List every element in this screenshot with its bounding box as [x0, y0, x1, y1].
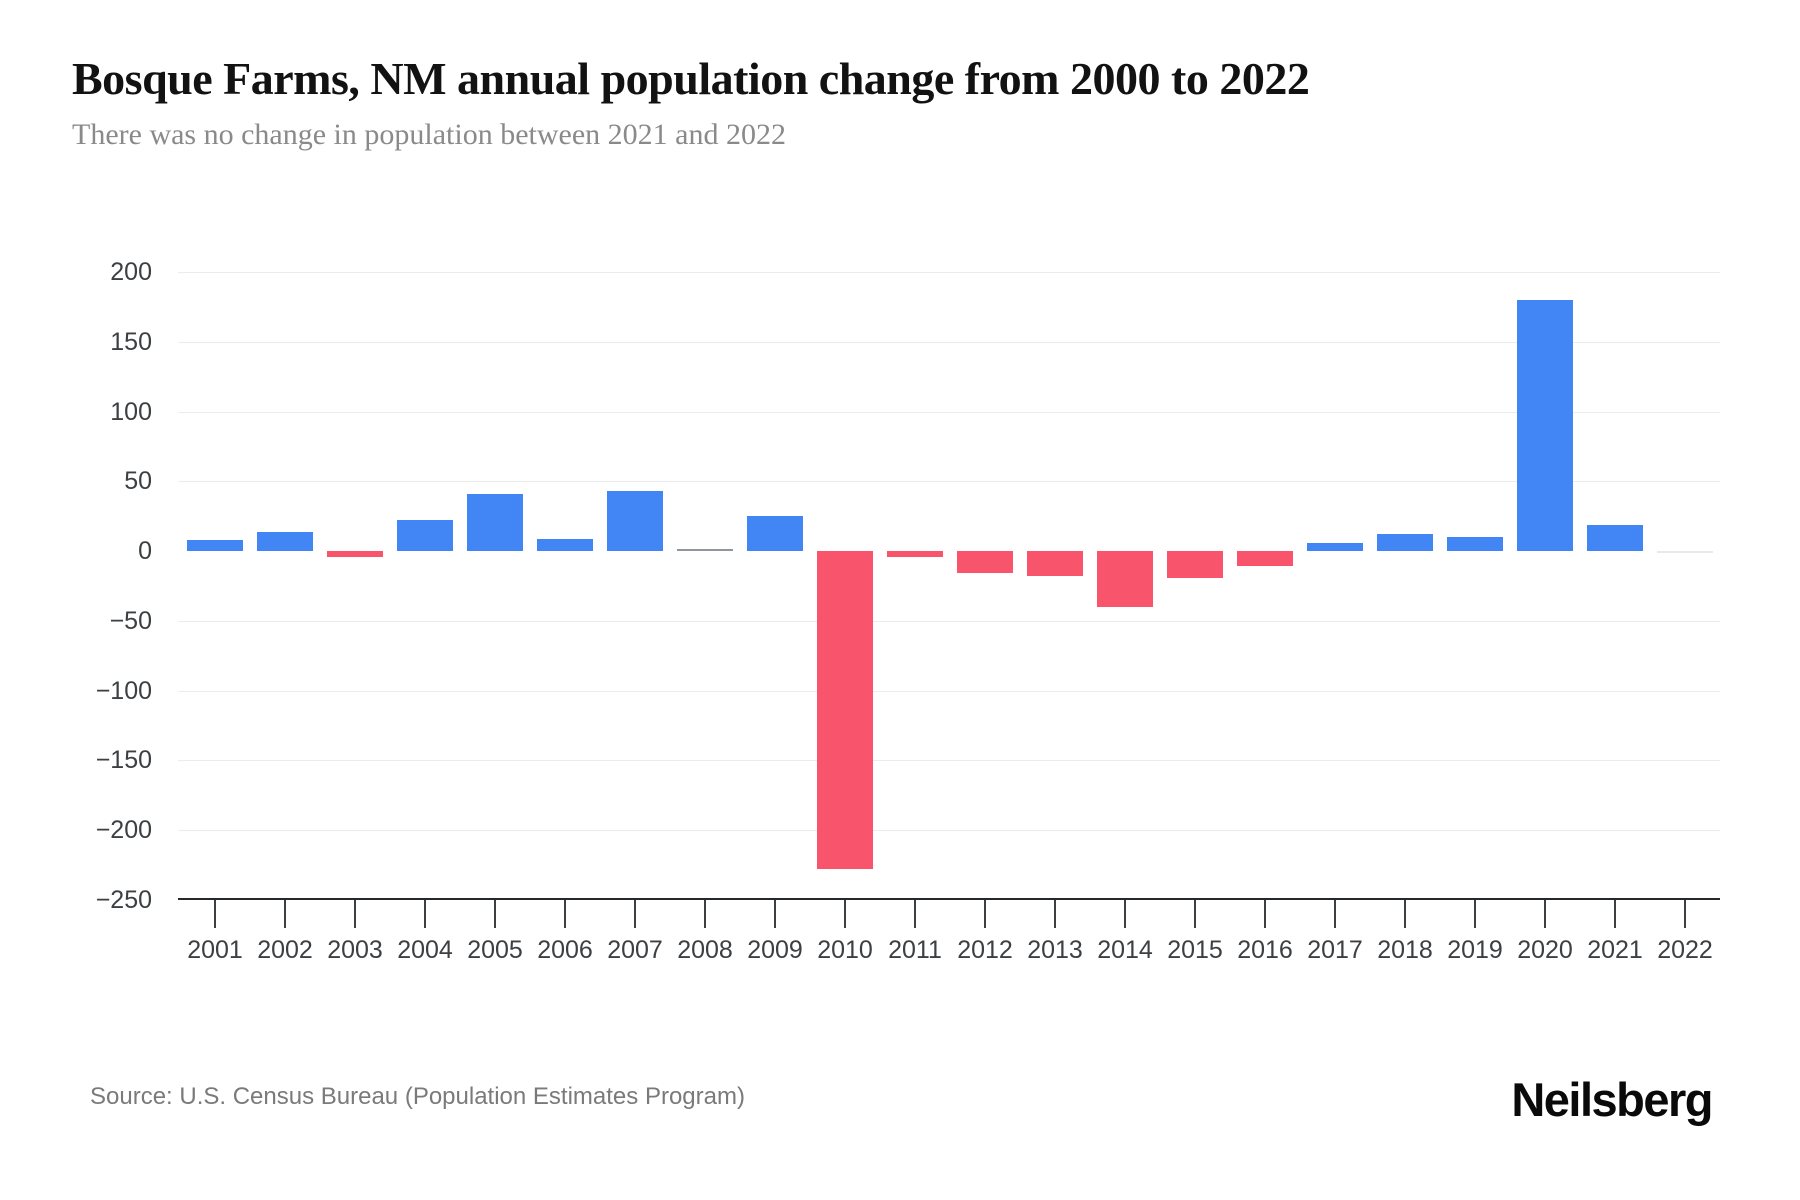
x-tick-2010 [844, 900, 846, 928]
bar-2009[interactable] [747, 516, 803, 552]
x-axis-line [178, 898, 1720, 900]
x-axis-label-2004: 2004 [397, 936, 453, 964]
x-tick-2021 [1614, 900, 1616, 928]
x-tick-2011 [914, 900, 916, 928]
y-axis-label-100: 100 [110, 397, 152, 426]
gridline-50 [178, 481, 1720, 483]
gridline-150 [178, 341, 1720, 343]
bar-2008[interactable] [677, 549, 733, 552]
y-axis-label--100: −100 [95, 676, 152, 705]
x-axis-label-2006: 2006 [537, 936, 593, 964]
bar-2018[interactable] [1377, 534, 1433, 552]
gridline--200 [178, 830, 1720, 832]
x-axis-label-2002: 2002 [257, 936, 313, 964]
x-tick-2013 [1054, 900, 1056, 928]
x-tick-2003 [354, 900, 356, 928]
bar-2002[interactable] [257, 531, 313, 552]
bar-2010[interactable] [817, 551, 873, 870]
bar-2001[interactable] [187, 539, 243, 552]
x-axis-label-2015: 2015 [1167, 936, 1223, 964]
gridline--100 [178, 690, 1720, 692]
bar-2013[interactable] [1027, 551, 1083, 577]
x-tick-2001 [214, 900, 216, 928]
x-axis-label-2005: 2005 [467, 936, 523, 964]
page-title: Bosque Farms, NM annual population chang… [72, 53, 1310, 104]
x-tick-2009 [774, 900, 776, 928]
x-axis-label-2019: 2019 [1447, 936, 1503, 964]
x-axis-label-2014: 2014 [1097, 936, 1153, 964]
bar-2004[interactable] [397, 520, 453, 552]
x-tick-2006 [564, 900, 566, 928]
source-note: Source: U.S. Census Bureau (Population E… [90, 1083, 745, 1110]
bar-2003[interactable] [327, 551, 383, 557]
gridline-100 [178, 411, 1720, 413]
bar-2016[interactable] [1237, 551, 1293, 567]
x-axis-label-2007: 2007 [607, 936, 663, 964]
bar-2014[interactable] [1097, 551, 1153, 607]
brand-logo: Neilsberg [1511, 1073, 1713, 1126]
plot-area [178, 230, 1720, 900]
x-tick-2020 [1544, 900, 1546, 928]
y-axis-label-0: 0 [138, 537, 152, 566]
x-axis-label-2008: 2008 [677, 936, 733, 964]
x-axis-label-2003: 2003 [327, 936, 383, 964]
x-tick-2004 [424, 900, 426, 928]
x-tick-2002 [284, 900, 286, 928]
bar-2011[interactable] [887, 551, 943, 557]
bar-2019[interactable] [1447, 537, 1503, 552]
bar-2022[interactable] [1657, 551, 1713, 553]
bar-2017[interactable] [1307, 542, 1363, 552]
bar-2007[interactable] [607, 491, 663, 552]
x-axis-label-2016: 2016 [1237, 936, 1293, 964]
x-tick-2016 [1264, 900, 1266, 928]
x-axis-label-2009: 2009 [747, 936, 803, 964]
y-axis-label-200: 200 [110, 258, 152, 286]
x-tick-2012 [984, 900, 986, 928]
x-axis-label-2011: 2011 [888, 936, 942, 964]
x-axis-label-2013: 2013 [1027, 936, 1083, 964]
x-tick-2014 [1124, 900, 1126, 928]
y-axis-label--200: −200 [95, 816, 152, 845]
y-axis-label-50: 50 [124, 467, 152, 496]
x-tick-2007 [634, 900, 636, 928]
x-axis-label-2022: 2022 [1657, 936, 1713, 964]
gridline-200 [178, 272, 1720, 273]
x-tick-2018 [1404, 900, 1406, 928]
x-tick-2022 [1684, 900, 1686, 928]
x-axis-label-2010: 2010 [817, 936, 873, 964]
bar-2021[interactable] [1587, 524, 1643, 552]
x-tick-2019 [1474, 900, 1476, 928]
bar-2006[interactable] [537, 538, 593, 552]
x-tick-2008 [704, 900, 706, 928]
x-tick-2015 [1194, 900, 1196, 928]
x-axis-label-2021: 2021 [1587, 936, 1643, 964]
x-tick-2005 [494, 900, 496, 928]
x-tick-2017 [1334, 900, 1336, 928]
x-axis-label-2018: 2018 [1377, 936, 1433, 964]
bar-2005[interactable] [467, 493, 523, 552]
bar-2015[interactable] [1167, 551, 1223, 578]
x-axis-label-2017: 2017 [1307, 936, 1363, 964]
y-axis-label--50: −50 [109, 606, 152, 635]
gridline--150 [178, 760, 1720, 762]
y-axis-label--250: −250 [95, 886, 152, 914]
y-axis-label-150: 150 [110, 327, 152, 356]
y-axis-label--150: −150 [95, 746, 152, 775]
gridline--50 [178, 620, 1720, 622]
bar-2012[interactable] [957, 551, 1013, 574]
bar-2020[interactable] [1517, 299, 1573, 552]
x-axis-label-2001: 2001 [187, 936, 243, 964]
chart-subtitle: There was no change in population betwee… [72, 118, 786, 151]
x-axis-label-2012: 2012 [957, 936, 1013, 964]
x-axis-label-2020: 2020 [1517, 936, 1573, 964]
